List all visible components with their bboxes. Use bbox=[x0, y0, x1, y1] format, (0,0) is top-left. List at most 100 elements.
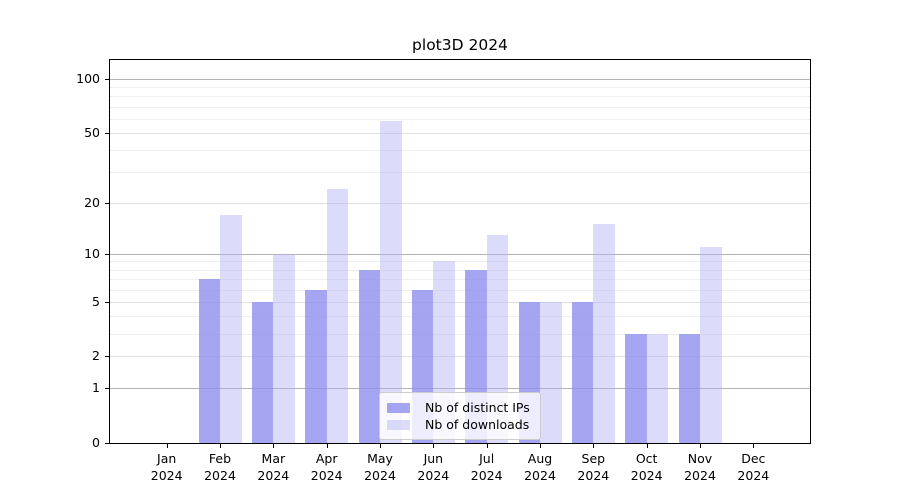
y-tick-mark-100 bbox=[105, 79, 110, 80]
bar-downloads-sep bbox=[593, 224, 615, 443]
y-minor-gridline bbox=[110, 269, 810, 271]
x-tick-label-jun: Jun 2024 bbox=[401, 451, 465, 484]
x-tick-label-jul: Jul 2024 bbox=[455, 451, 519, 484]
x-tick-label-may: May 2024 bbox=[348, 451, 412, 484]
legend-label-downloads: Nb of downloads bbox=[425, 416, 530, 432]
x-tick-month: Jan bbox=[157, 451, 177, 466]
x-tick-month: Apr bbox=[315, 451, 338, 466]
x-tick-year: 2024 bbox=[577, 467, 610, 483]
x-tick-mark-jan bbox=[166, 444, 168, 448]
bar-ips-may bbox=[358, 269, 380, 443]
bar-downloads-apr bbox=[326, 189, 349, 443]
bar-downloads-feb bbox=[220, 215, 242, 443]
x-tick-month: Jun bbox=[423, 451, 444, 466]
y-tick-label-0: 0 bbox=[92, 435, 100, 450]
y-tick-mark-0 bbox=[105, 443, 110, 444]
x-tick-month: Mar bbox=[261, 451, 286, 466]
x-tick-month: Nov bbox=[687, 451, 713, 466]
legend-swatch-distinct-ips bbox=[387, 402, 410, 413]
x-tick-mark-nov bbox=[700, 444, 701, 448]
bar-downloads-aug bbox=[540, 301, 562, 443]
y-gridline-20 bbox=[110, 202, 810, 204]
y-tick-mark-50 bbox=[105, 132, 110, 134]
legend: Nb of distinct IPs Nb of downloads bbox=[379, 392, 541, 440]
y-tick-label-50: 50 bbox=[84, 124, 100, 140]
x-tick-year: 2024 bbox=[470, 467, 503, 483]
x-tick-year: 2024 bbox=[630, 467, 663, 483]
bar-ips-mar bbox=[251, 301, 274, 443]
y-gridline-10 bbox=[110, 253, 810, 255]
plot-area bbox=[109, 59, 811, 444]
x-tick-year: 2024 bbox=[310, 467, 343, 483]
y-tick-label-10: 10 bbox=[84, 245, 100, 261]
x-tick-mark-feb bbox=[220, 444, 221, 448]
y-tick-mark-2 bbox=[105, 356, 110, 358]
x-tick-label-nov: Nov 2024 bbox=[668, 451, 732, 484]
x-tick-mark-jul bbox=[486, 444, 488, 448]
bar-ips-oct bbox=[625, 333, 647, 443]
y-gridline-100 bbox=[110, 79, 810, 80]
y-minor-gridline bbox=[110, 172, 810, 174]
x-tick-mark-aug bbox=[540, 444, 541, 448]
x-tick-year: 2024 bbox=[150, 467, 183, 483]
x-tick-label-mar: Mar 2024 bbox=[241, 451, 305, 484]
x-tick-month: Dec bbox=[741, 451, 766, 466]
y-minor-gridline bbox=[110, 96, 810, 98]
y-tick-mark-1 bbox=[105, 388, 110, 390]
bar-ips-feb bbox=[198, 278, 220, 443]
x-tick-year: 2024 bbox=[204, 467, 236, 483]
x-tick-mark-mar bbox=[273, 444, 275, 448]
y-minor-gridline bbox=[110, 289, 810, 291]
y-minor-gridline bbox=[110, 106, 810, 108]
x-tick-month: Aug bbox=[527, 451, 553, 466]
y-minor-gridline bbox=[110, 316, 810, 318]
y-tick-label-100: 100 bbox=[76, 71, 100, 86]
legend-item-downloads: Nb of downloads bbox=[387, 416, 530, 433]
x-tick-mark-may bbox=[380, 444, 381, 448]
x-tick-label-jan: Jan 2024 bbox=[135, 451, 199, 484]
y-tick-mark-20 bbox=[105, 202, 110, 204]
x-tick-mark-oct bbox=[646, 444, 648, 448]
legend-swatch-downloads bbox=[387, 419, 410, 430]
x-tick-label-feb: Feb 2024 bbox=[188, 451, 252, 484]
x-tick-year: 2024 bbox=[737, 467, 770, 483]
x-tick-label-oct: Oct 2024 bbox=[615, 451, 679, 484]
y-gridline-2 bbox=[110, 356, 810, 358]
x-tick-label-aug: Aug 2024 bbox=[508, 451, 572, 484]
legend-label-distinct-ips: Nb of distinct IPs bbox=[425, 399, 530, 415]
y-tick-mark-10 bbox=[105, 253, 110, 255]
y-minor-gridline bbox=[110, 278, 810, 280]
y-tick-label-5: 5 bbox=[92, 293, 100, 309]
bar-ips-nov bbox=[678, 333, 700, 443]
y-tick-label-1: 1 bbox=[92, 380, 100, 396]
bar-ips-apr bbox=[305, 289, 327, 443]
x-tick-month: Jul bbox=[479, 451, 495, 466]
bar-ips-sep bbox=[571, 301, 594, 443]
y-tick-mark-5 bbox=[105, 301, 110, 303]
y-gridline-5 bbox=[110, 301, 810, 303]
x-tick-mark-dec bbox=[753, 444, 755, 448]
bar-downloads-may bbox=[380, 121, 402, 443]
y-minor-gridline bbox=[110, 150, 810, 152]
x-tick-mark-apr bbox=[326, 444, 328, 448]
x-tick-year: 2024 bbox=[364, 467, 396, 483]
y-tick-label-2: 2 bbox=[92, 348, 100, 364]
x-tick-mark-sep bbox=[593, 444, 595, 448]
x-tick-month: Sep bbox=[581, 451, 606, 466]
x-tick-month: Feb bbox=[208, 451, 232, 466]
x-tick-year: 2024 bbox=[524, 467, 556, 483]
y-gridline-1 bbox=[110, 388, 810, 390]
x-tick-mark-jun bbox=[433, 444, 435, 448]
chart-title: plot3D 2024 bbox=[412, 36, 508, 54]
y-minor-gridline bbox=[110, 333, 810, 335]
bar-downloads-mar bbox=[273, 253, 295, 443]
y-minor-gridline bbox=[110, 87, 810, 89]
x-tick-label-sep: Sep 2024 bbox=[561, 451, 625, 484]
y-minor-gridline bbox=[110, 261, 810, 263]
x-tick-label-dec: Dec 2024 bbox=[721, 451, 785, 484]
x-tick-month: Oct bbox=[635, 451, 658, 466]
x-tick-label-apr: Apr 2024 bbox=[295, 451, 359, 484]
bar-downloads-oct bbox=[646, 333, 669, 443]
y-minor-gridline bbox=[110, 118, 810, 120]
